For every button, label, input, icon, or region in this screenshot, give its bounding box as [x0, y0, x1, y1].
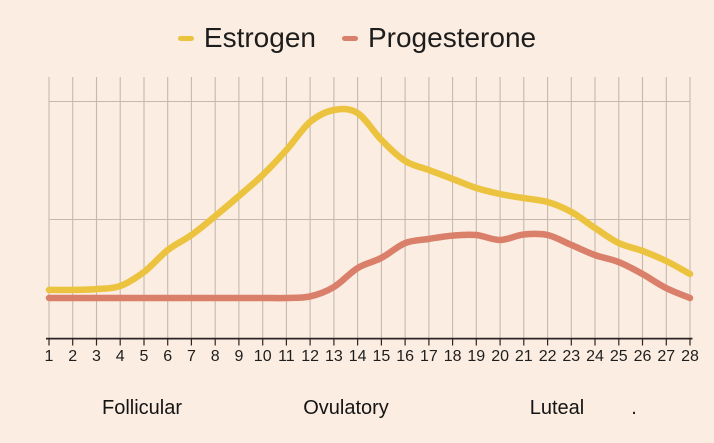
- day-tick-label: 6: [163, 348, 172, 365]
- day-tick-label: 17: [420, 348, 438, 365]
- day-tick-label: 18: [444, 348, 462, 365]
- estrogen-line-swatch: [177, 35, 194, 41]
- day-tick-label: 14: [349, 348, 367, 365]
- phase-label-follicular: Follicular: [101, 397, 183, 419]
- day-tick-label: 8: [211, 348, 220, 365]
- phase-label-dot: .: [631, 397, 637, 419]
- estrogen-line: [45, 105, 694, 294]
- day-tick-label: 9: [234, 348, 243, 365]
- day-tick-label: 21: [515, 348, 533, 365]
- day-tick-label: 11: [278, 348, 295, 365]
- day-tick-label: 24: [586, 348, 604, 365]
- progesterone-line-swatch: [341, 35, 358, 41]
- day-tick-label: 16: [396, 348, 414, 365]
- day-tick-label: 23: [562, 348, 580, 365]
- day-tick-label: 5: [140, 348, 149, 365]
- day-tick-label: 10: [254, 348, 272, 365]
- day-tick-label: 26: [634, 348, 652, 365]
- day-tick-label: 15: [373, 348, 391, 365]
- legend-label-progesterone: Progesterone: [367, 22, 537, 53]
- day-tick-label: 25: [610, 348, 628, 365]
- day-tick-label: 19: [467, 348, 485, 365]
- day-tick-label: 2: [68, 348, 77, 365]
- phase-label-luteal: Luteal: [529, 397, 585, 419]
- day-tick-label: 20: [491, 348, 509, 365]
- chart-legend: Estrogen Progesterone: [0, 20, 714, 56]
- legend-label-estrogen: Estrogen: [203, 22, 316, 53]
- phase-label-ovulatory: Ovulatory: [303, 397, 389, 419]
- day-tick-label: 13: [325, 348, 343, 365]
- day-tick-label: 27: [657, 348, 675, 365]
- day-tick-label: 22: [539, 348, 557, 365]
- legend-item-estrogen: Estrogen: [177, 20, 316, 56]
- progesterone-line: [45, 230, 694, 302]
- day-tick-label: 7: [187, 348, 196, 365]
- day-tick-label: 4: [116, 348, 125, 365]
- day-tick-label: 1: [45, 348, 54, 365]
- day-tick-label: 12: [301, 348, 319, 365]
- legend-item-progesterone: Progesterone: [341, 20, 537, 56]
- day-tick-label: 28: [681, 348, 699, 365]
- day-tick-label: 3: [92, 348, 101, 365]
